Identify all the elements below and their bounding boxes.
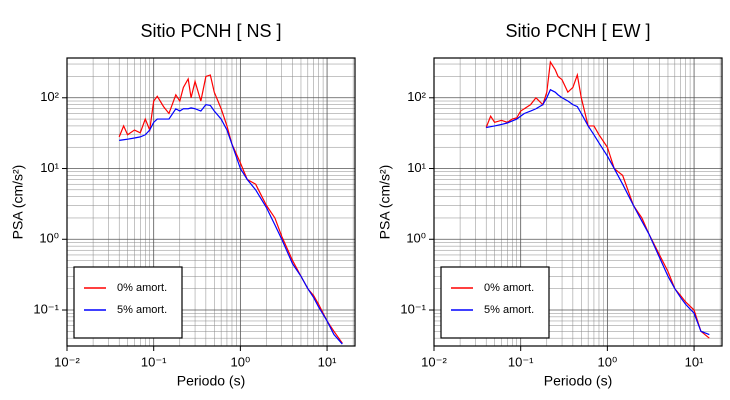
x-tick-label: 10⁰ (598, 354, 618, 369)
y-tick-label: 10² (407, 89, 426, 104)
series-line (119, 103, 343, 345)
x-tick-label: 10⁻¹ (141, 354, 167, 369)
x-tick-label: 10⁰ (231, 354, 251, 369)
y-tick-label: 10¹ (40, 160, 59, 175)
y-tick-label: 10⁰ (406, 231, 426, 246)
legend: 0% amort. 5% amort. (440, 266, 550, 339)
legend-box (73, 266, 183, 339)
y-tick-label: 10⁰ (39, 231, 59, 246)
legend-label: 0% amort. (484, 282, 534, 294)
y-tick-label: 10⁻¹ (400, 301, 426, 316)
panel: 10⁻² 10⁻¹ 10⁰ 10¹ 10⁻¹ 10⁰ 10¹ 10² Sitio PCNH [ … (10, 21, 356, 389)
plot-frame (66, 57, 356, 347)
legend-label: 5% amort. (117, 304, 167, 316)
plot-frame (433, 57, 723, 347)
y-axis-label: PSA (cm/s²) (377, 165, 393, 240)
x-axis-label: Periodo (s) (544, 373, 612, 389)
y-tick-label: 10⁻¹ (33, 301, 59, 316)
series-line (485, 60, 710, 339)
y-tick-label: 10¹ (407, 160, 426, 175)
x-tick-label: 10¹ (685, 354, 704, 369)
legend-box (440, 266, 550, 339)
x-axis-label: Periodo (s) (177, 373, 245, 389)
x-tick-label: 10¹ (318, 354, 337, 369)
panel: 10⁻² 10⁻¹ 10⁰ 10¹ 10⁻¹ 10⁰ 10¹ 10² Sitio PCNH [ … (377, 21, 723, 389)
x-tick-label: 10⁻² (54, 354, 80, 369)
legend: 0% amort. 5% amort. (73, 266, 183, 339)
series-line (486, 88, 710, 336)
legend-label: 5% amort. (484, 304, 534, 316)
chart-title: Sitio PCNH [ NS ] (140, 21, 281, 41)
chart-title: Sitio PCNH [ EW ] (505, 21, 650, 41)
x-tick-label: 10⁻¹ (508, 354, 534, 369)
legend-label: 0% amort. (117, 282, 167, 294)
y-tick-label: 10² (40, 89, 59, 104)
x-tick-label: 10⁻² (421, 354, 447, 369)
y-axis-label: PSA (cm/s²) (10, 165, 26, 240)
